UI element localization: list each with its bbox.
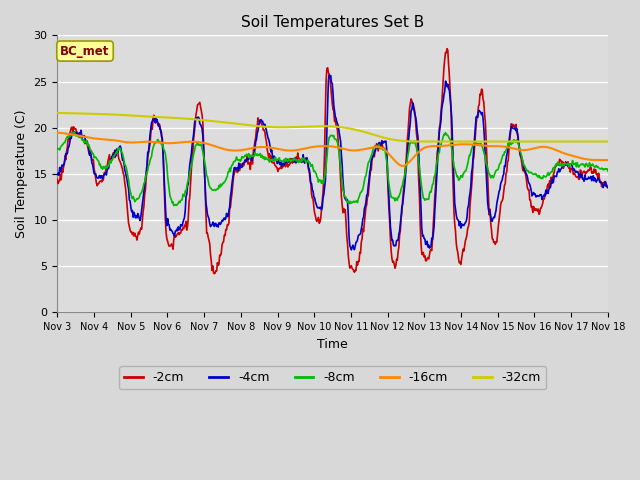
Legend: -2cm, -4cm, -8cm, -16cm, -32cm: -2cm, -4cm, -8cm, -16cm, -32cm: [119, 366, 546, 389]
Title: Soil Temperatures Set B: Soil Temperatures Set B: [241, 15, 424, 30]
Text: BC_met: BC_met: [60, 45, 109, 58]
X-axis label: Time: Time: [317, 337, 348, 351]
Y-axis label: Soil Temperature (C): Soil Temperature (C): [15, 109, 28, 238]
